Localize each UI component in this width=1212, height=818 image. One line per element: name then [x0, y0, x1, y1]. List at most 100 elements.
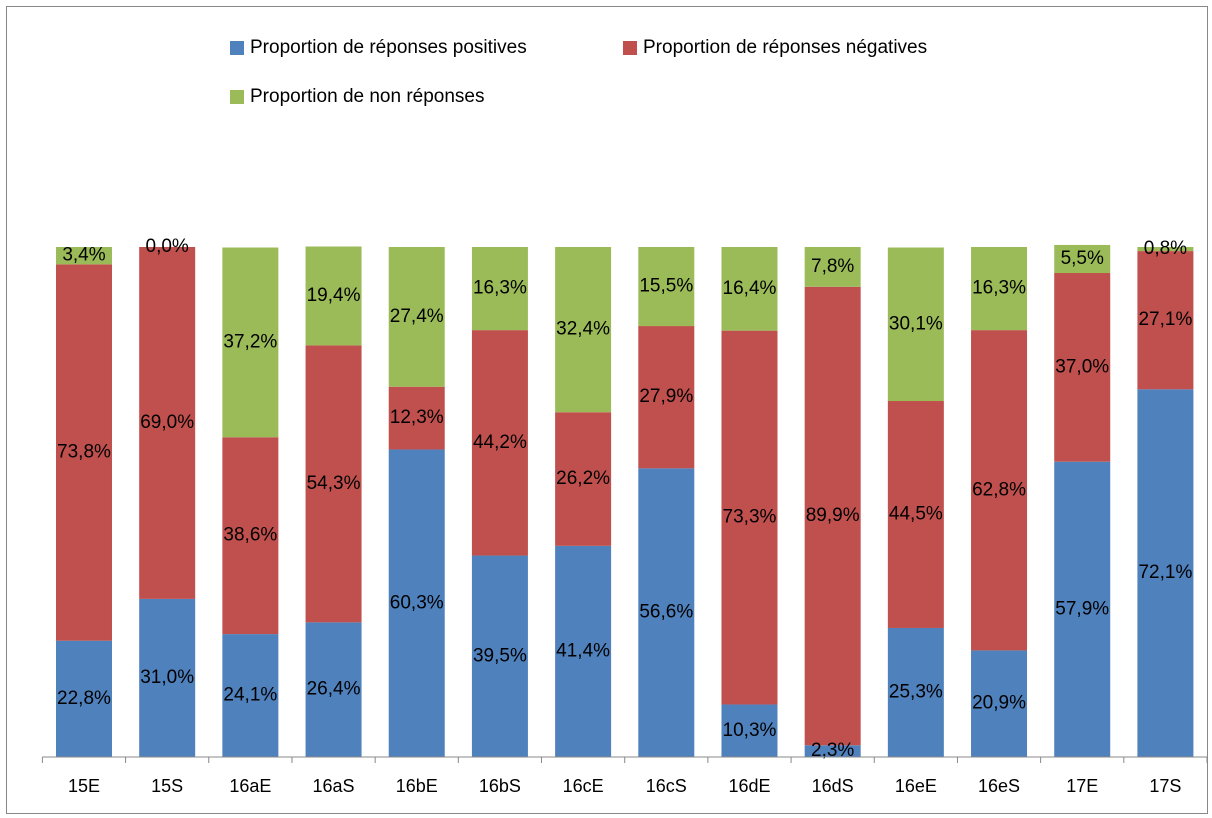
bar-segment — [887, 401, 944, 628]
x-tick-label: 16dS — [812, 776, 854, 796]
bar-segment — [55, 247, 112, 265]
data-label: 73,8% — [57, 442, 111, 463]
bar-segment — [305, 345, 362, 623]
x-tick-label: 16aE — [229, 776, 271, 796]
x-tick-label: 15E — [68, 776, 100, 796]
bar-segment — [721, 330, 778, 705]
data-label: 16,4% — [723, 278, 777, 299]
x-tick-label: 16eS — [978, 776, 1020, 796]
bar-segment — [1137, 389, 1194, 757]
bar-segment — [471, 555, 528, 757]
bar-segment — [222, 437, 279, 635]
data-label: 26,2% — [556, 468, 610, 489]
data-label: 25,3% — [889, 682, 943, 703]
data-label: 3,4% — [62, 245, 105, 266]
x-tick-label: 17S — [1149, 776, 1181, 796]
data-label: 19,4% — [307, 285, 361, 306]
data-label: 5,5% — [1061, 248, 1104, 269]
data-label: 54,3% — [307, 473, 361, 494]
bar-segment — [1137, 251, 1194, 390]
bar-segment — [222, 634, 279, 757]
data-label: 32,4% — [556, 319, 610, 340]
bar-segment — [1054, 461, 1111, 757]
x-tick-label: 16bE — [396, 776, 438, 796]
bar-segment — [388, 449, 445, 757]
data-label: 69,0% — [140, 412, 194, 433]
legend-swatch — [230, 90, 244, 104]
bar-segment — [638, 468, 695, 757]
data-label: 31,0% — [140, 667, 194, 688]
data-label: 12,3% — [390, 407, 444, 428]
x-tick-label: 15S — [151, 776, 183, 796]
bar-segment — [887, 627, 944, 757]
legend-label: Proportion de réponses positives — [250, 37, 527, 58]
bar-segment — [804, 745, 861, 757]
bar-segment — [721, 247, 778, 331]
data-label: 72,1% — [1138, 562, 1192, 583]
data-label: 24,1% — [223, 685, 277, 706]
bar-segment — [55, 264, 112, 641]
data-label: 27,4% — [390, 306, 444, 327]
data-label: 16,3% — [473, 278, 527, 299]
data-label: 0,0% — [146, 236, 189, 257]
data-label: 22,8% — [57, 688, 111, 709]
bar-segment — [305, 246, 362, 346]
bar-segment — [804, 286, 861, 746]
bar-segment — [1054, 273, 1111, 462]
bar-segment — [1054, 244, 1111, 274]
x-tick-label: 16aS — [313, 776, 355, 796]
bar-segment — [971, 650, 1028, 757]
bar-segment — [55, 640, 112, 757]
legend-swatch — [623, 41, 637, 55]
data-label: 16,3% — [972, 278, 1026, 299]
x-tick-label: 17E — [1066, 776, 1098, 796]
bar-segment — [555, 412, 612, 546]
data-label: 15,5% — [639, 276, 693, 297]
bar-segment — [804, 247, 861, 287]
data-label: 56,6% — [639, 602, 693, 623]
legend-swatch — [230, 41, 244, 55]
x-tick-label: 16dE — [728, 776, 770, 796]
data-label: 57,9% — [1055, 598, 1109, 619]
bar-segment — [721, 704, 778, 757]
data-label: 2,3% — [811, 740, 854, 761]
data-label: 37,0% — [1055, 356, 1109, 377]
data-label: 26,4% — [307, 679, 361, 700]
bar-segment — [638, 326, 695, 469]
data-label: 37,2% — [223, 331, 277, 352]
data-label: 38,6% — [223, 525, 277, 546]
bar-segment — [471, 330, 528, 556]
data-label: 0,8% — [1144, 238, 1187, 259]
x-tick-label: 16cS — [646, 776, 687, 796]
data-label: 89,9% — [806, 505, 860, 526]
data-label: 73,3% — [723, 507, 777, 528]
bar-segment — [971, 247, 1028, 331]
bar-segment — [638, 247, 695, 327]
bar-segment — [555, 545, 612, 757]
data-label: 60,3% — [390, 592, 444, 613]
data-label: 41,4% — [556, 640, 610, 661]
legend-label: Proportion de non réponses — [250, 86, 485, 107]
x-tick-label: 16eE — [895, 776, 937, 796]
data-label: 27,9% — [639, 386, 693, 407]
bar-segment — [388, 386, 445, 450]
bar-segment — [305, 622, 362, 757]
data-label: 20,9% — [972, 693, 1026, 714]
x-tick-label: 16bS — [479, 776, 521, 796]
bar-segment — [1137, 247, 1194, 252]
data-label: 62,8% — [972, 479, 1026, 500]
bar-segment — [471, 247, 528, 331]
legend-label: Proportion de réponses négatives — [643, 37, 927, 58]
bar-segment — [388, 247, 445, 387]
data-label: 7,8% — [811, 256, 854, 277]
data-label: 30,1% — [889, 313, 943, 334]
bar-segment — [887, 247, 944, 402]
bar-segment — [139, 247, 196, 599]
data-label: 39,5% — [473, 645, 527, 666]
data-label: 44,2% — [473, 432, 527, 453]
bar-segment — [971, 330, 1028, 651]
data-label: 10,3% — [723, 720, 777, 741]
bar-segment — [139, 598, 196, 757]
bar-segment — [222, 247, 279, 438]
